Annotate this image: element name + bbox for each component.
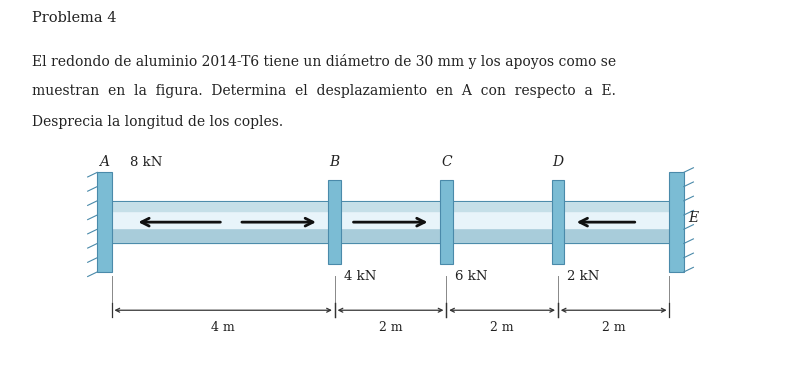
Text: Desprecia la longitud de los coples.: Desprecia la longitud de los coples. [32, 115, 283, 129]
Text: 6 kN: 6 kN [455, 270, 488, 283]
Text: muestran  en  la  figura.  Determina  el  desplazamiento  en  A  con  respecto  : muestran en la figura. Determina el desp… [32, 84, 616, 98]
FancyBboxPatch shape [328, 180, 341, 264]
Text: E: E [688, 211, 698, 225]
FancyBboxPatch shape [669, 172, 684, 272]
Text: 4 kN: 4 kN [344, 270, 376, 283]
Text: 4 m: 4 m [211, 321, 235, 334]
FancyBboxPatch shape [440, 180, 453, 264]
Text: 8 kN: 8 kN [130, 155, 163, 169]
Text: 2 m: 2 m [490, 321, 514, 334]
Text: C: C [441, 154, 452, 169]
Text: B: B [330, 154, 340, 169]
Text: 2 m: 2 m [602, 321, 626, 334]
Text: 2 kN: 2 kN [567, 270, 599, 283]
Text: El redondo de aluminio 2014-T6 tiene un diámetro de 30 mm y los apoyos como se: El redondo de aluminio 2014-T6 tiene un … [32, 54, 616, 69]
Text: A: A [100, 154, 109, 169]
FancyBboxPatch shape [97, 172, 112, 272]
Text: 2 m: 2 m [379, 321, 402, 334]
FancyBboxPatch shape [552, 180, 564, 264]
Text: Problema 4: Problema 4 [32, 11, 116, 26]
Text: D: D [552, 154, 563, 169]
